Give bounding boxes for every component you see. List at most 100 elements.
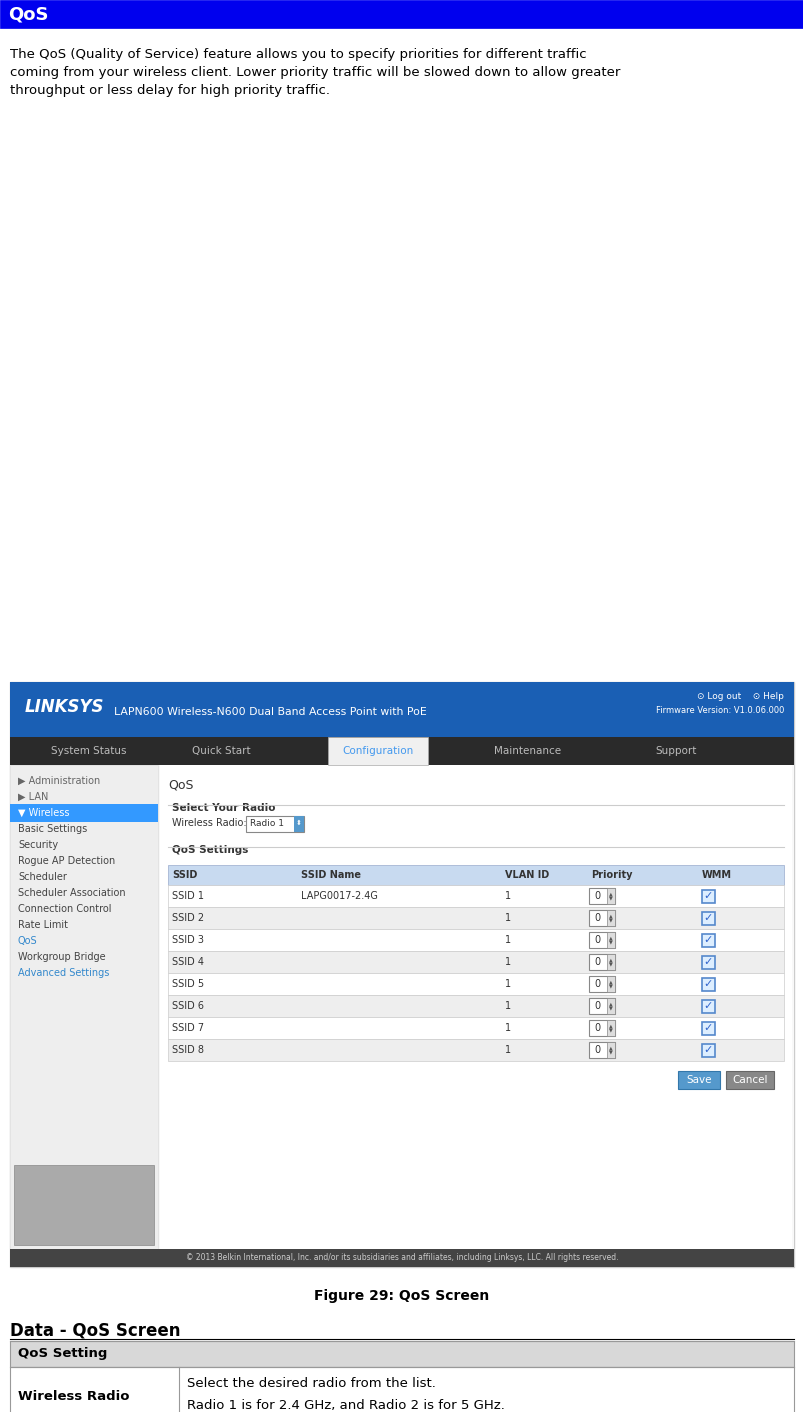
Bar — [588, 1042, 614, 1058]
Bar — [606, 955, 614, 970]
Bar — [168, 907, 783, 929]
Text: throughput or less delay for high priority traffic.: throughput or less delay for high priori… — [10, 83, 329, 97]
Text: SSID 1: SSID 1 — [172, 891, 204, 901]
Text: Select the desired radio from the list.: Select the desired radio from the list. — [186, 1377, 435, 1389]
Text: ▲: ▲ — [608, 980, 612, 984]
Bar — [168, 973, 783, 995]
Text: 0: 0 — [593, 1001, 599, 1011]
Bar — [246, 816, 304, 832]
Text: Quick Start: Quick Start — [192, 746, 251, 755]
Text: Security: Security — [18, 840, 58, 850]
Text: QoS Setting: QoS Setting — [18, 1347, 108, 1361]
Text: 0: 0 — [593, 914, 599, 923]
Bar — [701, 890, 714, 904]
Bar — [588, 1019, 614, 1036]
Bar — [10, 737, 793, 765]
Text: SSID Name: SSID Name — [301, 870, 361, 880]
Bar — [168, 952, 783, 973]
Text: Basic Settings: Basic Settings — [18, 825, 88, 834]
Text: Scheduler Association: Scheduler Association — [18, 888, 125, 898]
Bar — [701, 933, 714, 947]
Text: QoS Settings: QoS Settings — [172, 844, 248, 856]
Bar — [10, 682, 793, 737]
Bar — [725, 1070, 773, 1089]
Bar — [606, 1042, 614, 1058]
Bar — [588, 888, 614, 904]
Bar — [588, 909, 614, 926]
Text: QoS: QoS — [18, 936, 38, 946]
Text: Connection Control: Connection Control — [18, 904, 112, 914]
Text: 1: 1 — [504, 914, 510, 923]
Bar — [606, 888, 614, 904]
Text: ✓: ✓ — [703, 1045, 712, 1056]
Text: 1: 1 — [504, 957, 510, 967]
Bar — [606, 976, 614, 993]
Text: QoS: QoS — [8, 6, 48, 23]
Text: ▶ LAN: ▶ LAN — [18, 792, 48, 802]
Bar — [168, 885, 783, 907]
Text: ✓: ✓ — [703, 1001, 712, 1011]
Text: SSID: SSID — [172, 870, 197, 880]
Text: SSID 5: SSID 5 — [172, 979, 204, 988]
Text: LAPG0017-2.4G: LAPG0017-2.4G — [301, 891, 377, 901]
Bar — [10, 1250, 793, 1267]
Text: LINKSYS: LINKSYS — [25, 698, 104, 716]
Text: ▼: ▼ — [608, 918, 612, 922]
Bar — [701, 956, 714, 969]
Text: ✓: ✓ — [703, 914, 712, 923]
Text: ✓: ✓ — [703, 980, 712, 990]
Text: Rate Limit: Rate Limit — [18, 921, 68, 931]
Bar — [168, 929, 783, 952]
Text: Scheduler: Scheduler — [18, 873, 67, 882]
Text: ✓: ✓ — [703, 891, 712, 901]
Bar — [588, 998, 614, 1014]
Text: Wireless Radio: Wireless Radio — [18, 1389, 129, 1402]
Bar — [701, 1000, 714, 1012]
Bar — [701, 912, 714, 925]
Text: The QoS (Quality of Service) feature allows you to specify priorities for differ: The QoS (Quality of Service) feature all… — [10, 48, 586, 61]
Bar — [701, 979, 714, 991]
Text: ▲: ▲ — [608, 957, 612, 963]
Bar — [701, 1022, 714, 1035]
Text: LAPN600 Wireless-N600 Dual Band Access Point with PoE: LAPN600 Wireless-N600 Dual Band Access P… — [113, 707, 426, 717]
Text: ▲: ▲ — [608, 1024, 612, 1028]
Text: 0: 0 — [593, 957, 599, 967]
Text: 0: 0 — [593, 1024, 599, 1034]
Bar — [606, 932, 614, 947]
Text: ✓: ✓ — [703, 1024, 712, 1034]
Text: Wireless Radio:: Wireless Radio: — [172, 818, 247, 827]
Bar — [168, 1039, 783, 1060]
Text: ▼: ▼ — [608, 1005, 612, 1011]
Text: © 2013 Belkin International, Inc. and/or its subsidiaries and affiliates, includ: © 2013 Belkin International, Inc. and/or… — [185, 1254, 618, 1262]
Bar — [10, 765, 158, 1250]
Text: Radio 1 is for 2.4 GHz, and Radio 2 is for 5 GHz.: Radio 1 is for 2.4 GHz, and Radio 2 is f… — [186, 1399, 503, 1412]
Bar — [168, 1017, 783, 1039]
Text: 1: 1 — [504, 891, 510, 901]
Text: ✓: ✓ — [703, 957, 712, 967]
Bar — [606, 1019, 614, 1036]
Text: ▲: ▲ — [608, 1045, 612, 1051]
Bar — [10, 765, 793, 1250]
Text: SSID 3: SSID 3 — [172, 935, 204, 945]
Text: SSID 4: SSID 4 — [172, 957, 204, 967]
Text: ▲: ▲ — [608, 936, 612, 940]
Bar — [606, 998, 614, 1014]
Text: ⬍: ⬍ — [296, 820, 302, 826]
Text: SSID 2: SSID 2 — [172, 914, 204, 923]
Text: Maintenance: Maintenance — [493, 746, 560, 755]
Bar — [588, 932, 614, 947]
Text: SSID 6: SSID 6 — [172, 1001, 204, 1011]
Text: ▼: ▼ — [608, 939, 612, 945]
Text: System Status: System Status — [51, 746, 126, 755]
Bar — [701, 1043, 714, 1058]
Text: ⊙ Log out    ⊙ Help: ⊙ Log out ⊙ Help — [696, 692, 783, 700]
Text: Support: Support — [655, 746, 696, 755]
Text: 1: 1 — [504, 935, 510, 945]
Bar — [168, 866, 783, 885]
Text: Configuration: Configuration — [342, 746, 414, 755]
Bar — [10, 803, 158, 822]
Text: Workgroup Bridge: Workgroup Bridge — [18, 952, 105, 962]
Text: 0: 0 — [593, 935, 599, 945]
Bar — [10, 1341, 793, 1367]
Bar — [294, 816, 304, 832]
